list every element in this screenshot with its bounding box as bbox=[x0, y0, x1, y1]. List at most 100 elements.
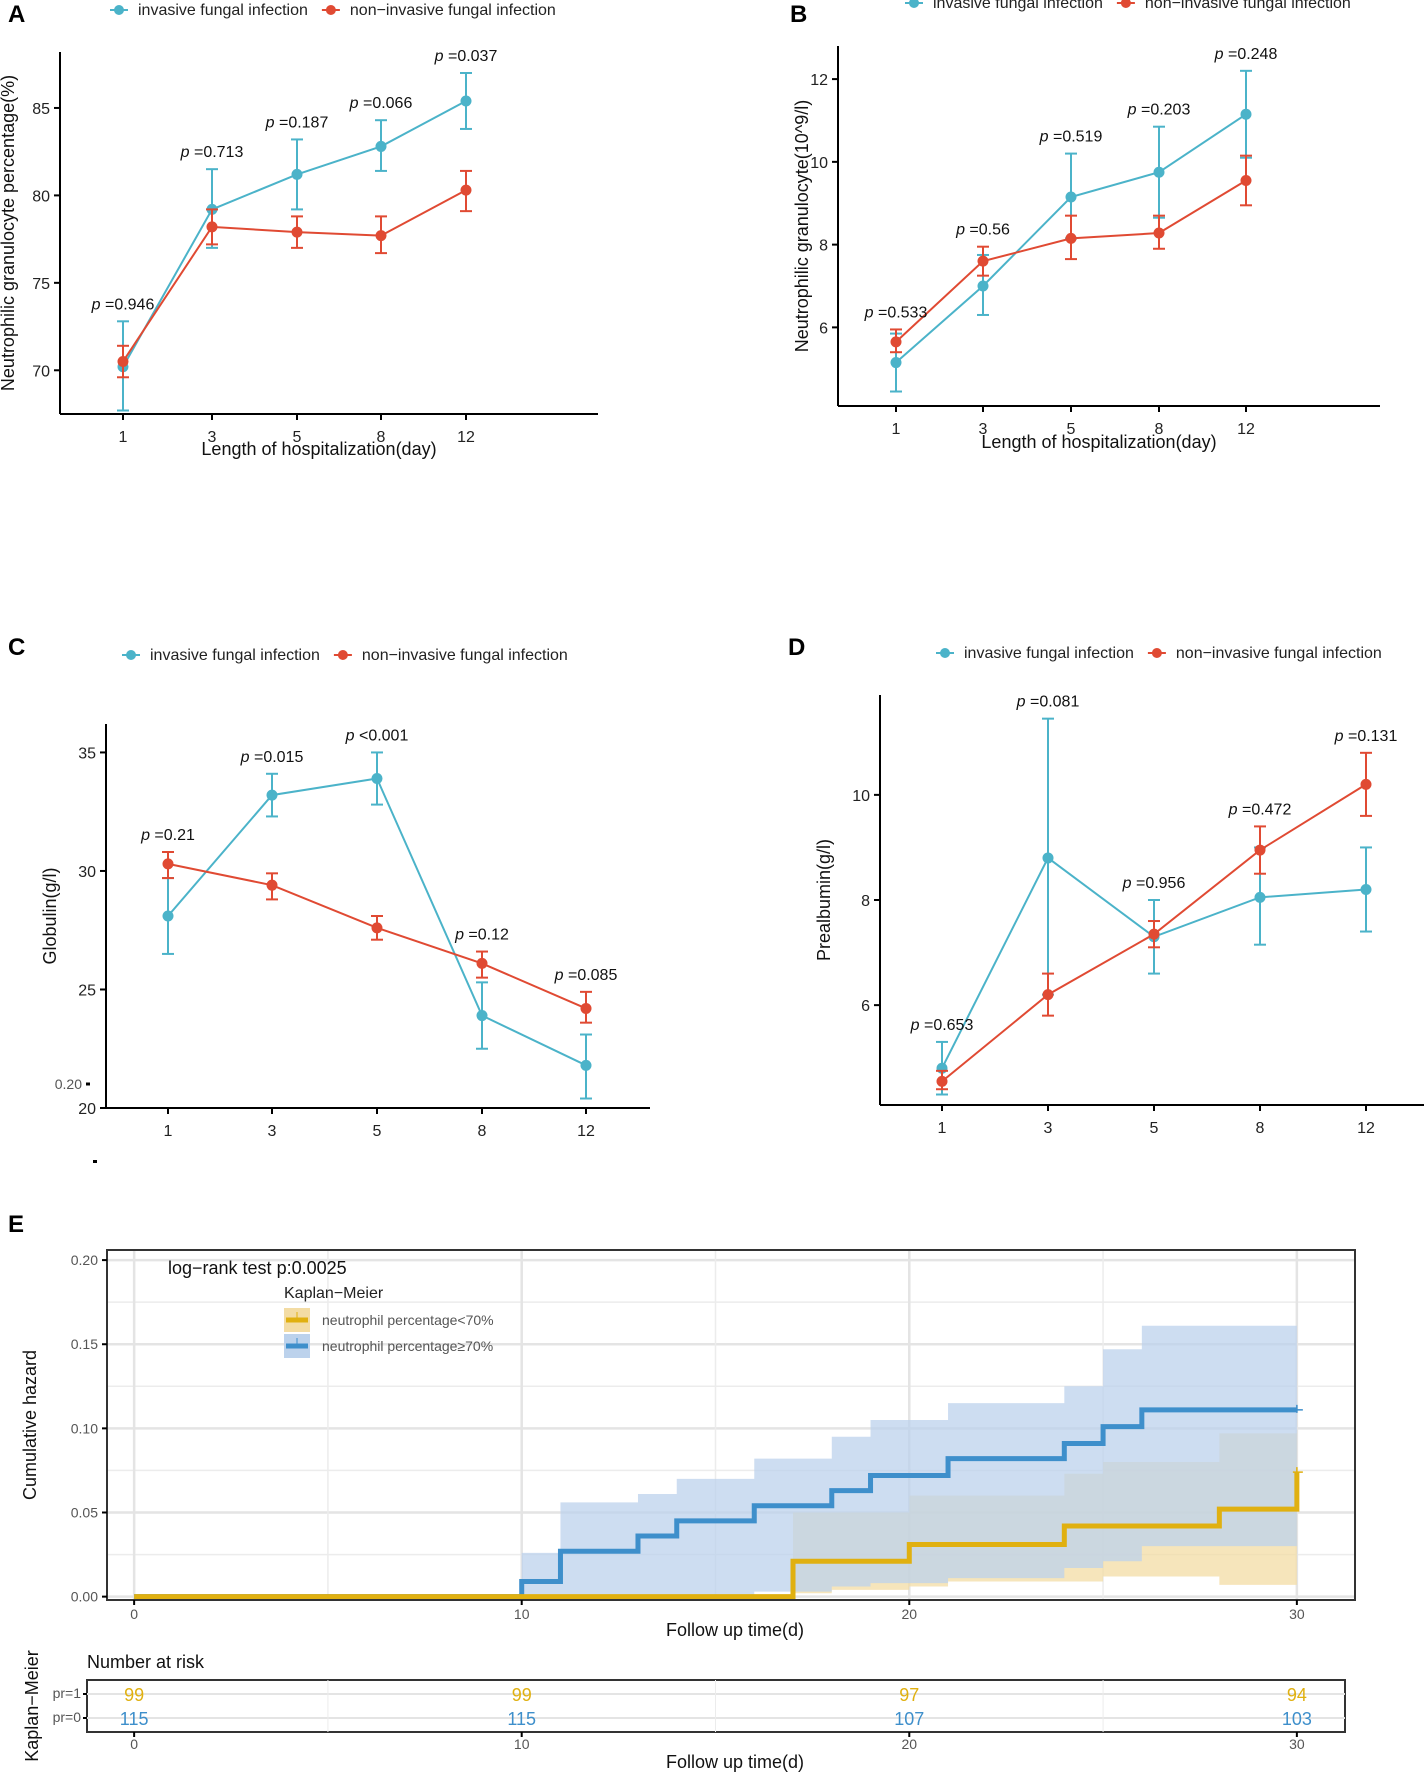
p-symbol: p bbox=[1214, 46, 1228, 63]
p-value-label: p =0.015 bbox=[240, 749, 304, 766]
x-tick-label: 10 bbox=[514, 1606, 530, 1622]
y-axis-label: Neutrophilic granulocyte percentage(%) bbox=[0, 75, 18, 391]
x-axis-label: Length of hospitalization(day) bbox=[201, 439, 436, 459]
p-value-label: p =0.203 bbox=[1127, 102, 1191, 119]
x-tick-label: 1 bbox=[938, 1120, 947, 1137]
p-value-label: p =0.713 bbox=[180, 144, 244, 161]
p-symbol: p bbox=[349, 95, 363, 112]
p-value: <0.001 bbox=[359, 727, 408, 744]
legend-label-0: invasive fungal infection bbox=[150, 647, 320, 664]
p-symbol: p bbox=[265, 114, 279, 131]
p-value-label: p =0.248 bbox=[1214, 46, 1278, 63]
p-symbol: p bbox=[1334, 728, 1348, 745]
p-symbol: p bbox=[140, 827, 154, 844]
risk-row-label: pr=0 bbox=[53, 1709, 82, 1725]
x-tick-label: 1 bbox=[119, 429, 128, 446]
p-value: =0.653 bbox=[924, 1017, 973, 1034]
p-value-label: p =0.066 bbox=[349, 95, 413, 112]
p-symbol: p bbox=[180, 144, 194, 161]
p-value: =0.956 bbox=[1136, 875, 1185, 892]
risk-x-tick-label: 10 bbox=[514, 1736, 530, 1752]
legend-label-0: neutrophil percentage<70% bbox=[322, 1312, 494, 1328]
p-value-label: p =0.956 bbox=[1122, 875, 1186, 892]
y-tick-label: 6 bbox=[819, 320, 828, 337]
p-value-label: p =0.946 bbox=[91, 296, 155, 313]
x-tick-label: 8 bbox=[1256, 1120, 1265, 1137]
p-value: =0.713 bbox=[194, 144, 243, 161]
data-point bbox=[476, 957, 488, 969]
p-value-label: p =0.519 bbox=[1039, 129, 1103, 146]
risk-row-label: pr=1 bbox=[53, 1685, 82, 1701]
panel-letter: B bbox=[790, 1, 807, 28]
y-tick-label: 0.10 bbox=[71, 1420, 98, 1436]
y-tick-label: 12 bbox=[810, 72, 828, 89]
legend-label-1: non−invasive fungal infection bbox=[1176, 645, 1382, 662]
data-point bbox=[1240, 108, 1252, 120]
p-value: =0.533 bbox=[878, 304, 927, 321]
x-tick-label: 1 bbox=[892, 421, 901, 438]
risk-count: 107 bbox=[894, 1709, 924, 1729]
p-value-label: p =0.037 bbox=[434, 48, 498, 65]
x-axis-label: Length of hospitalization(day) bbox=[981, 432, 1216, 452]
km-step-line-1 bbox=[134, 1472, 1300, 1600]
data-point bbox=[371, 922, 383, 934]
y-tick-label: 20 bbox=[78, 1101, 96, 1118]
risk-x-tick-label: 0 bbox=[130, 1736, 138, 1752]
p-symbol: p bbox=[345, 727, 359, 744]
p-symbol: p bbox=[454, 927, 468, 944]
y-tick-label: 70 bbox=[32, 363, 50, 380]
data-point bbox=[1240, 174, 1252, 186]
y-tick-label: 6 bbox=[861, 998, 870, 1015]
x-tick-label: 3 bbox=[1044, 1120, 1053, 1137]
x-tick-label: 0 bbox=[130, 1606, 138, 1622]
x-tick-label: 5 bbox=[1150, 1120, 1159, 1137]
p-value: =0.081 bbox=[1030, 694, 1079, 711]
data-point bbox=[580, 1059, 592, 1071]
p-value: =0.248 bbox=[1228, 46, 1277, 63]
data-point bbox=[162, 858, 174, 870]
data-point bbox=[460, 184, 472, 196]
x-tick-label: 12 bbox=[577, 1123, 595, 1140]
data-point bbox=[1254, 891, 1266, 903]
p-value: =0.066 bbox=[363, 95, 412, 112]
p-symbol: p bbox=[1127, 102, 1141, 119]
x-tick-label: 8 bbox=[1155, 421, 1164, 438]
data-point bbox=[162, 910, 174, 922]
risk-count: 103 bbox=[1282, 1709, 1312, 1729]
p-value: =0.203 bbox=[1141, 102, 1190, 119]
data-point bbox=[1148, 928, 1160, 940]
risk-count: 97 bbox=[899, 1685, 919, 1705]
data-point bbox=[1042, 852, 1054, 864]
risk-count: 99 bbox=[124, 1685, 144, 1705]
risk-count: 94 bbox=[1287, 1685, 1307, 1705]
p-symbol: p bbox=[955, 222, 969, 239]
p-value: =0.015 bbox=[254, 749, 303, 766]
p-value-label: p =0.21 bbox=[140, 827, 195, 844]
p-symbol: p bbox=[1228, 801, 1242, 818]
legend-label-0: invasive fungal infection bbox=[964, 645, 1134, 662]
x-tick-label: 5 bbox=[1067, 421, 1076, 438]
x-tick-label: 8 bbox=[377, 429, 386, 446]
legend-label-0: invasive fungal infection bbox=[933, 0, 1103, 12]
data-point bbox=[977, 255, 989, 267]
data-point bbox=[890, 336, 902, 348]
y-tick-label: 10 bbox=[852, 788, 870, 805]
p-symbol: p bbox=[1122, 875, 1136, 892]
legend-label-1: neutrophil percentage≥70% bbox=[322, 1338, 493, 1354]
p-value-label: p =0.081 bbox=[1016, 694, 1080, 711]
log-rank-title: log−rank test p:0.0025 bbox=[168, 1258, 347, 1278]
y-tick-label: 10 bbox=[810, 155, 828, 172]
data-point bbox=[291, 168, 303, 180]
legend-marker-1 bbox=[1151, 648, 1162, 658]
plot-border bbox=[106, 1249, 1356, 1601]
x-tick-label: 3 bbox=[979, 421, 988, 438]
legend-marker-0 bbox=[126, 650, 136, 660]
legend-label-1: non−invasive fungal infection bbox=[1145, 0, 1351, 12]
panel-e: E 0.00 0.05 0.10 0.15 0.20 0 10 20 30 Follow up ti… bbox=[8, 1211, 1356, 1772]
data-point bbox=[375, 140, 387, 152]
data-point bbox=[371, 773, 383, 785]
legend-marker-1 bbox=[337, 650, 348, 660]
data-point bbox=[936, 1075, 948, 1087]
